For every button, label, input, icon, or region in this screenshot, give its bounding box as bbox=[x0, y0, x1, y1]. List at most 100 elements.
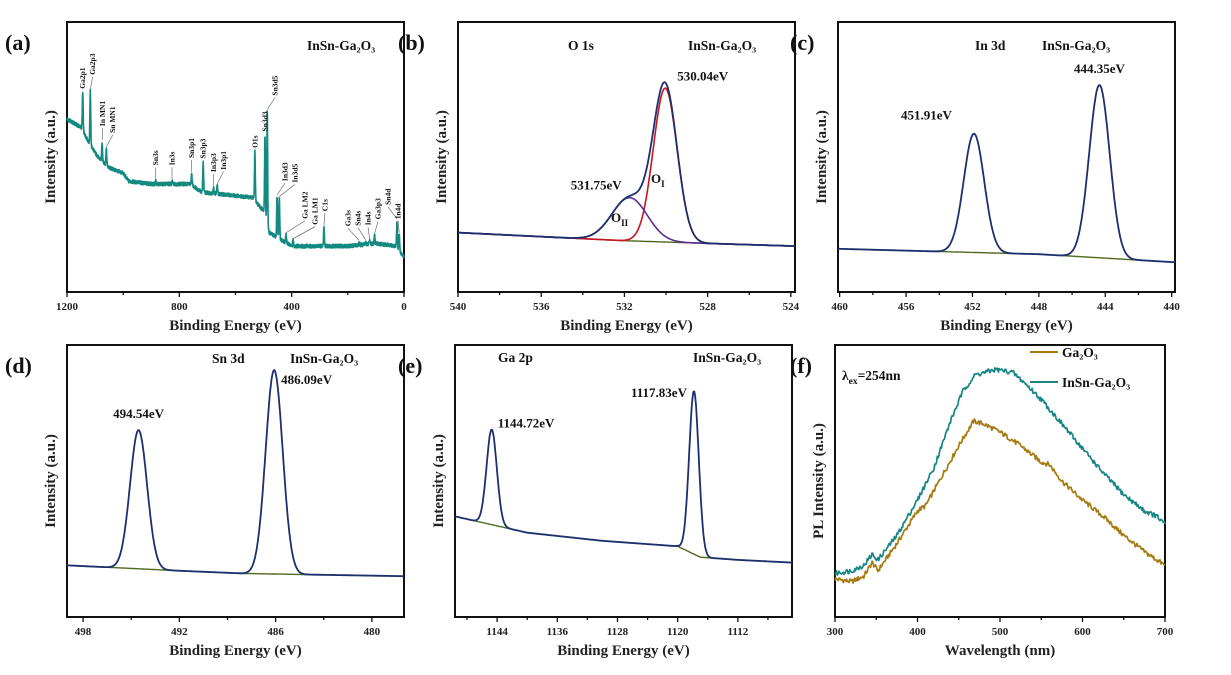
peak-label: In4s bbox=[364, 211, 373, 225]
plot-frame bbox=[66, 344, 405, 618]
x-axis-label: Binding Energy (eV) bbox=[940, 318, 1073, 334]
component-label-OII-sub: II bbox=[621, 218, 629, 228]
peak-leader-line bbox=[357, 227, 366, 240]
x-axis-label: Wavelength (nm) bbox=[945, 643, 1055, 659]
panel-letter: (a) bbox=[5, 30, 31, 55]
peak-leader-line bbox=[387, 206, 398, 220]
x-tick-label: 400 bbox=[283, 301, 300, 313]
excitation-label-rest: =254nn bbox=[858, 368, 901, 383]
peak-annotation: 1144.72eV bbox=[498, 415, 555, 430]
peak-label: Sn MN1 bbox=[108, 106, 117, 133]
x-tick-label: 1120 bbox=[667, 626, 689, 638]
peak-leader-line bbox=[279, 184, 296, 197]
x-tick-label: 400 bbox=[909, 626, 926, 638]
x-tick-label: 456 bbox=[898, 301, 915, 313]
x-tick-label: 460 bbox=[831, 301, 848, 313]
y-axis-label: Intensity (a.u.) bbox=[43, 434, 59, 528]
x-axis-label: Binding Energy (eV) bbox=[560, 318, 693, 334]
peak-label: In3d5 bbox=[291, 163, 300, 182]
panel-title: InSn-Ga₂O₃ bbox=[307, 38, 375, 53]
background-line bbox=[454, 515, 792, 564]
x-tick-label: 1136 bbox=[547, 626, 569, 638]
peak-label: O1s bbox=[250, 135, 259, 148]
plot-frame bbox=[66, 21, 405, 293]
component-label-OII: OII bbox=[611, 210, 629, 228]
x-tick-label: 480 bbox=[364, 626, 381, 638]
pl-series-line bbox=[834, 366, 1166, 576]
panel-title: InSn-Ga₂O₃ bbox=[290, 351, 358, 366]
peak-annotation: 486.09eV bbox=[281, 372, 333, 387]
x-tick-label: 800 bbox=[171, 301, 188, 313]
panel-subtitle: O 1s bbox=[568, 38, 594, 53]
x-tick-label: 492 bbox=[171, 626, 188, 638]
peak-leader-line bbox=[374, 221, 379, 234]
x-axis-label: Binding Energy (eV) bbox=[557, 643, 690, 659]
peak-annotation: 531.75eV bbox=[571, 178, 623, 193]
peak-annotation: 444.35eV bbox=[1074, 61, 1126, 76]
panel-letter: (e) bbox=[398, 353, 422, 378]
peak-leader-line bbox=[367, 227, 371, 240]
peak-label: Ga3p3 bbox=[374, 198, 383, 220]
peak-annotation: 530.04eV bbox=[677, 68, 729, 83]
legend-label: Ga₂O₃ bbox=[1062, 345, 1098, 360]
component-label-OII-main: O bbox=[611, 210, 621, 225]
x-axis-label: Binding Energy (eV) bbox=[169, 318, 302, 334]
peak-label: In3p1 bbox=[219, 151, 228, 170]
peak-leader-line bbox=[347, 228, 360, 241]
panel-title: InSn-Ga₂O₃ bbox=[693, 350, 761, 365]
x-tick-label: 486 bbox=[267, 626, 284, 638]
panel-e bbox=[454, 344, 793, 622]
peak-label: Sn3d3 bbox=[261, 111, 270, 131]
panel-letter: (c) bbox=[790, 30, 814, 55]
x-tick-label: 1128 bbox=[607, 626, 629, 638]
pl-series-line bbox=[834, 418, 1166, 584]
x-tick-label: 524 bbox=[783, 301, 800, 313]
panel-f bbox=[834, 344, 1166, 622]
panel-subtitle: Ga 2p bbox=[498, 350, 533, 365]
x-axis-label: Binding Energy (eV) bbox=[169, 643, 302, 659]
peak-leader-line bbox=[266, 97, 276, 110]
x-tick-label: 528 bbox=[699, 301, 716, 313]
panel-letter: (d) bbox=[5, 353, 32, 378]
peak-annotation: 451.91eV bbox=[901, 108, 953, 123]
x-tick-label: 1144 bbox=[486, 626, 508, 638]
y-axis-label: Intensity (a.u.) bbox=[43, 110, 59, 204]
x-tick-label: 0 bbox=[401, 301, 407, 313]
x-tick-label: 600 bbox=[1074, 626, 1091, 638]
panel-d bbox=[66, 344, 405, 622]
y-axis-label: Intensity (a.u.) bbox=[434, 110, 450, 204]
excitation-label: λex=254nn bbox=[842, 368, 901, 387]
x-tick-label: 532 bbox=[616, 301, 633, 313]
y-axis-label: PL Intensity (a.u.) bbox=[811, 423, 827, 539]
peak-label: Ga LM2 bbox=[301, 191, 310, 219]
peak-label: Sn4s bbox=[354, 211, 363, 226]
peak-label: Ga3s bbox=[344, 210, 353, 226]
envelope-line bbox=[457, 81, 796, 247]
peak-leader-line bbox=[216, 171, 224, 184]
peak-annotation: 494.54eV bbox=[113, 406, 165, 421]
component-label-OI: OI bbox=[651, 171, 665, 189]
peak-label: Sn3s bbox=[151, 150, 160, 165]
x-tick-label: 500 bbox=[992, 626, 1009, 638]
envelope-line bbox=[66, 369, 405, 578]
x-tick-label: 498 bbox=[75, 626, 92, 638]
peak-leader-line bbox=[276, 182, 286, 196]
x-tick-label: 440 bbox=[1163, 301, 1180, 313]
plot-frame bbox=[454, 344, 793, 618]
survey-spectrum bbox=[66, 88, 405, 259]
peak-leader-line bbox=[285, 220, 306, 234]
y-axis-label: Intensity (a.u.) bbox=[431, 434, 447, 528]
y-axis-label: Intensity (a.u.) bbox=[814, 110, 830, 204]
envelope-line bbox=[454, 390, 793, 564]
panel-letter: (f) bbox=[790, 353, 812, 378]
peak-leader-line bbox=[101, 128, 104, 141]
peak-label: Sn3p1 bbox=[187, 138, 196, 158]
plot-frame bbox=[457, 21, 796, 293]
x-tick-label: 1112 bbox=[727, 626, 748, 638]
plot-frame bbox=[837, 21, 1176, 293]
panel-subtitle: Sn 3d bbox=[212, 351, 245, 366]
peak-annotation: 1117.83eV bbox=[631, 385, 688, 400]
peak-label: In3d3 bbox=[281, 162, 290, 181]
x-tick-label: 536 bbox=[533, 301, 550, 313]
